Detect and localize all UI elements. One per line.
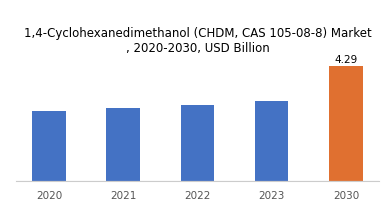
Bar: [181, 105, 214, 181]
Title: 1,4-Cyclohexanedimethanol (CHDM, CAS 105-08-8) Market
, 2020-2030, USD Billion: 1,4-Cyclohexanedimethanol (CHDM, CAS 105…: [23, 27, 371, 55]
Bar: [106, 108, 140, 181]
Bar: [329, 66, 363, 181]
Text: 4.29: 4.29: [334, 55, 358, 65]
Bar: [32, 111, 66, 181]
Bar: [255, 102, 289, 181]
